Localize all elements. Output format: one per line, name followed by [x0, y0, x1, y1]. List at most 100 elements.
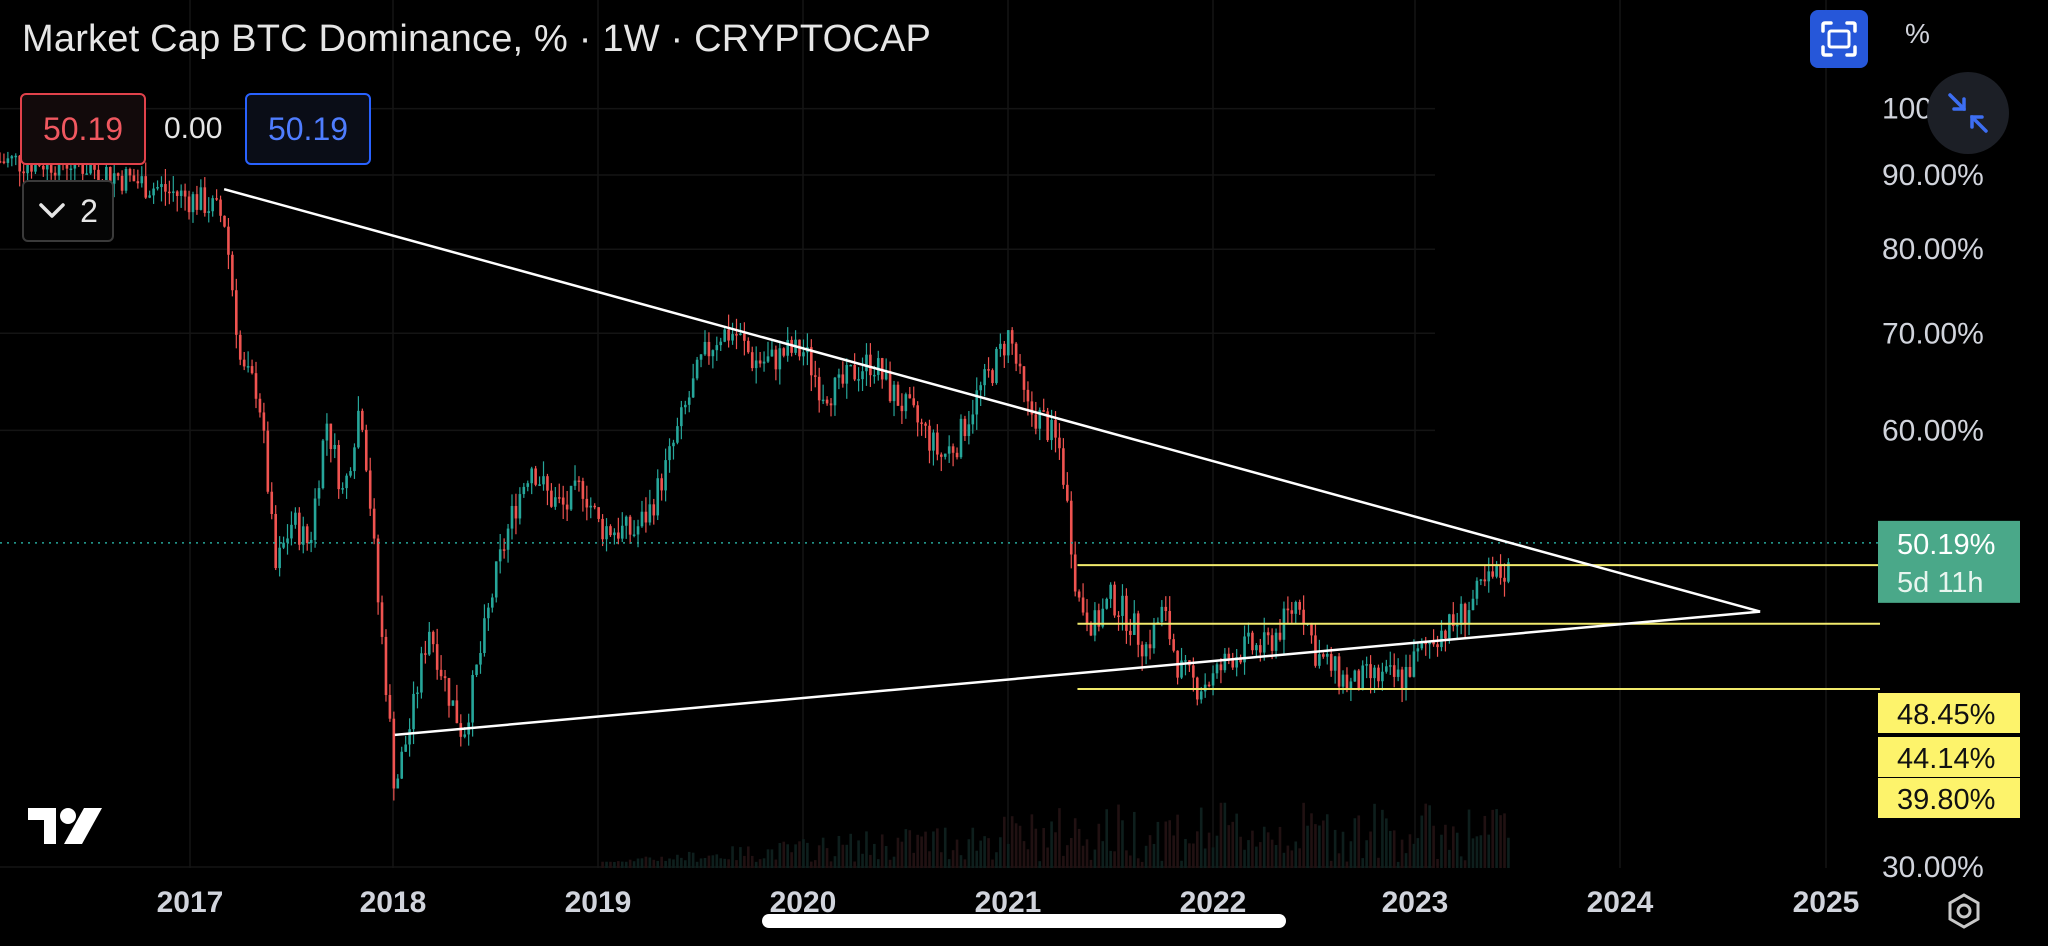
candle-body: [1503, 577, 1506, 582]
exit-fullscreen-button[interactable]: [1927, 72, 2009, 154]
volume-bar: [774, 859, 778, 868]
candle-body: [1026, 389, 1030, 402]
volume-bar: [1152, 843, 1156, 868]
candle-body: [1121, 595, 1124, 616]
candle-body: [1207, 684, 1211, 687]
candle-body: [782, 348, 786, 356]
candle-body: [1388, 665, 1392, 667]
candle-body: [400, 751, 404, 779]
volume-bar: [987, 838, 990, 868]
volume-bar: [1018, 825, 1022, 868]
volume-bar: [1290, 850, 1294, 868]
candle-body: [1101, 608, 1105, 627]
candle-body: [1507, 562, 1510, 582]
buy-value-box[interactable]: 50.19: [245, 93, 371, 165]
volume-bar: [1503, 813, 1506, 868]
candle-body: [262, 412, 266, 431]
volume-bar: [790, 852, 793, 868]
candle-body: [817, 376, 821, 401]
candle-body: [1030, 401, 1034, 415]
candle-body: [1085, 612, 1089, 625]
candle-body: [833, 377, 837, 406]
time-axis: 2017 2018 2019 2020 2021 2022 2023 2024 2025: [157, 886, 1860, 919]
volume-bar: [971, 827, 975, 868]
volume-bar: [1475, 836, 1479, 868]
candle-body: [160, 184, 163, 188]
volume-bar: [699, 858, 703, 868]
candle-body: [813, 375, 817, 377]
candle-body: [936, 432, 939, 455]
candle-body: [357, 410, 360, 448]
candle-body: [660, 478, 663, 491]
volume-bar: [1223, 802, 1227, 868]
candle-body: [1136, 613, 1140, 645]
volume-bar: [1038, 861, 1042, 868]
candle-body: [435, 644, 439, 670]
candle-body: [313, 498, 317, 540]
home-indicator[interactable]: [762, 914, 1286, 928]
candle-body: [912, 398, 916, 406]
candle-body: [869, 354, 872, 376]
candle-body: [601, 518, 604, 540]
volume-bar: [1117, 804, 1120, 868]
candle-body: [392, 718, 396, 789]
volume-bar: [849, 833, 853, 868]
time-axis-label: 2022: [1180, 886, 1247, 919]
volume-bar: [1385, 818, 1388, 868]
candle-body: [1436, 644, 1439, 648]
candle-body: [148, 195, 151, 198]
volume-bar: [672, 859, 675, 868]
candle-body: [345, 475, 348, 489]
candle-body: [703, 341, 707, 355]
volume-bar: [1483, 815, 1487, 868]
candle-body: [116, 173, 120, 176]
volume-bar: [829, 861, 833, 868]
volume-bar: [1081, 845, 1085, 868]
candle-body: [156, 187, 159, 189]
volume-bar: [1164, 821, 1168, 868]
volume-bar: [1046, 847, 1049, 868]
volume-bar: [1357, 815, 1361, 868]
candle-body: [892, 384, 896, 402]
volume-bar: [1333, 829, 1337, 868]
volume-bar: [601, 861, 604, 868]
volume-bar: [1314, 824, 1317, 868]
candle-body: [1077, 591, 1081, 598]
candle-body: [1054, 420, 1057, 438]
candle-body: [416, 692, 419, 695]
volume-bar: [1054, 832, 1057, 868]
candle-body: [829, 403, 833, 406]
candle-body: [1251, 632, 1254, 651]
volume-bar: [719, 858, 723, 868]
percent-mode-label[interactable]: %: [1905, 18, 1930, 49]
candle-body: [955, 452, 959, 458]
settings-gear-icon[interactable]: [1946, 893, 1982, 934]
volume-bar: [1310, 813, 1313, 868]
volume-bar: [703, 857, 707, 868]
candle-body: [995, 348, 998, 384]
indicators-toggle-button[interactable]: 2: [22, 180, 114, 242]
level-badge-label: 44.14%: [1897, 743, 1995, 775]
candle-body: [1022, 366, 1026, 390]
volume-bar: [1365, 840, 1368, 868]
candle-body: [876, 358, 880, 375]
candle-body: [282, 542, 285, 548]
candle-body: [424, 653, 427, 655]
candle-body: [1274, 632, 1278, 651]
chart-grid: [0, 0, 1827, 868]
fullscreen-button[interactable]: [1810, 10, 1868, 68]
sell-value-box[interactable]: 50.19: [20, 93, 146, 165]
volume-bars: [601, 802, 1510, 868]
candle-body: [1062, 448, 1065, 485]
candle-body: [1290, 610, 1294, 614]
candle-body: [786, 339, 789, 356]
candle-body: [672, 442, 675, 447]
volume-bar: [766, 849, 770, 868]
candle-body: [644, 511, 648, 523]
candle-body: [947, 446, 951, 454]
volume-bar: [1424, 803, 1428, 868]
candle-body: [298, 512, 301, 545]
candle-body: [317, 488, 321, 499]
volume-bar: [1089, 859, 1093, 868]
